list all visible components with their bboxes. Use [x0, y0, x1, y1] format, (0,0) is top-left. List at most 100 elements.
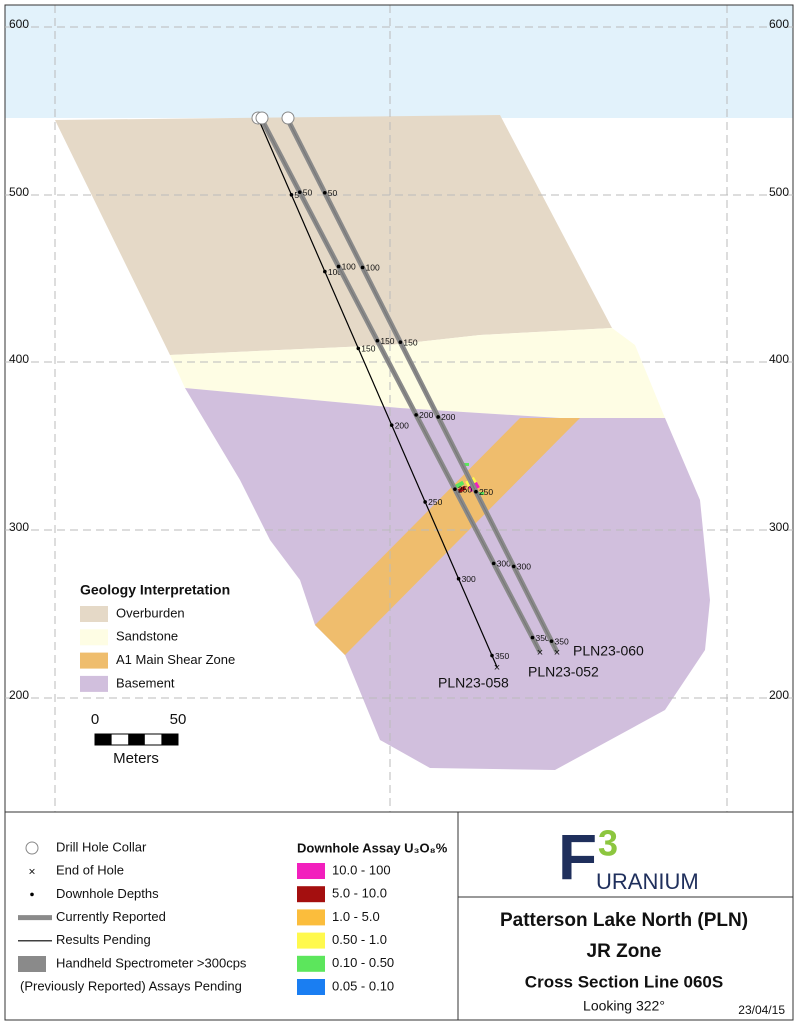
- depth-point: [491, 561, 496, 566]
- end-of-hole: ×: [554, 647, 560, 659]
- legend-label: Sandstone: [116, 629, 178, 644]
- logo-word: URANIUM: [596, 869, 699, 894]
- depth-point: [356, 346, 361, 351]
- legend-symbol: ×: [28, 864, 35, 878]
- legend-label: Results Pending: [56, 932, 151, 947]
- legend-swatch: [80, 675, 108, 692]
- elevation-label: 300: [769, 520, 789, 534]
- depth-point: [398, 340, 403, 345]
- legend-label: Basement: [116, 675, 175, 690]
- legend-label: End of Hole: [56, 863, 124, 878]
- legend-label: Currently Reported: [56, 909, 166, 924]
- elevation-label: 200: [9, 688, 29, 702]
- legend-symbol: [25, 841, 39, 855]
- assay-label: 0.05 - 0.10: [332, 978, 394, 993]
- depth-point: [289, 192, 294, 197]
- assay-label: 0.50 - 1.0: [332, 932, 387, 947]
- depth-label: 300: [517, 562, 531, 572]
- assay-label: 10.0 - 100: [332, 862, 391, 877]
- logo: F 3 URANIUM: [558, 821, 699, 894]
- hole-name: PLN23-060: [573, 643, 644, 659]
- legend-title: Geology Interpretation: [80, 582, 230, 598]
- logo-letter: F: [558, 821, 597, 893]
- assay-interval: [461, 463, 469, 466]
- depth-point: [511, 564, 516, 569]
- legend-label: (Previously Reported) Assays Pending: [20, 979, 242, 994]
- depth-point: [456, 576, 461, 581]
- depth-label: 50: [328, 188, 338, 198]
- depth-point: [297, 190, 302, 195]
- scale-segment: [128, 734, 145, 745]
- scale-segment: [95, 734, 112, 745]
- sky: [5, 5, 793, 118]
- depth-point: [490, 653, 494, 658]
- depth-point: [389, 423, 394, 427]
- scale-bar: 0 50 Meters: [91, 711, 187, 767]
- assay-label: 1.0 - 5.0: [332, 909, 380, 924]
- scale-label: 0: [91, 711, 99, 728]
- depth-point: [474, 489, 478, 494]
- assay-label: 0.10 - 0.50: [332, 955, 394, 970]
- hole-name: PLN23-058: [438, 675, 509, 691]
- assay-swatch: [297, 909, 325, 926]
- legend-symbol: [30, 892, 34, 897]
- scale-label: 50: [170, 711, 187, 728]
- collar: [281, 111, 295, 125]
- depth-point: [375, 338, 380, 343]
- depth-point: [360, 265, 365, 270]
- scale-unit: Meters: [113, 750, 159, 767]
- elevation-label: 500: [769, 185, 789, 199]
- assay-legend-title: Downhole Assay U₃O₈%: [297, 840, 448, 855]
- elevation-label: 300: [9, 520, 29, 534]
- depth-label: 200: [419, 410, 433, 420]
- depth-label: 200: [441, 412, 455, 422]
- depth-point: [414, 413, 418, 417]
- assay-interval: [476, 492, 484, 495]
- legend-label: Downhole Depths: [56, 886, 159, 901]
- depth-label: 150: [380, 336, 394, 346]
- legend-frame: [4, 811, 794, 1021]
- depth-label: 200: [395, 420, 409, 430]
- drill-trace-edge: [286, 117, 558, 653]
- elevation-label: 200: [769, 688, 789, 702]
- shear-zone: [315, 418, 580, 655]
- legend-label: Handheld Spectrometer >300cps: [56, 955, 247, 970]
- project-title: Patterson Lake North (PLN): [500, 910, 748, 931]
- assay-swatch: [297, 863, 325, 879]
- depth-label: 250: [428, 497, 442, 507]
- depth-point: [322, 190, 327, 195]
- depth-point: [436, 415, 440, 419]
- assay-swatch: [297, 932, 325, 949]
- basement: [185, 388, 710, 770]
- depth-label: 300: [462, 574, 476, 584]
- depth-label: 250: [479, 487, 493, 497]
- legend-label: A1 Main Shear Zone: [116, 652, 235, 667]
- depth-label: 350: [555, 636, 569, 646]
- logo-number: 3: [598, 823, 618, 864]
- elevation-label: 600: [769, 17, 789, 31]
- depth-label: 250: [458, 484, 472, 494]
- scale-segment: [161, 734, 178, 745]
- assay-label: 5.0 - 10.0: [332, 886, 387, 901]
- depth-label: 350: [495, 651, 509, 661]
- depth-point: [323, 269, 327, 274]
- depth-label: 50: [303, 187, 313, 197]
- date: 23/04/15: [738, 1003, 785, 1017]
- assay-swatch: [297, 886, 325, 903]
- depth-label: 150: [403, 337, 417, 347]
- end-of-hole: ×: [494, 662, 500, 674]
- depth-label: 100: [328, 267, 342, 277]
- legend-swatch: [80, 652, 108, 669]
- depth-label: 100: [366, 263, 380, 273]
- legend-swatch: [80, 606, 108, 622]
- elevation-label: 600: [9, 17, 29, 31]
- legend-swatch: [80, 629, 108, 646]
- section-title: Cross Section Line 060S: [525, 972, 723, 991]
- overburden: [55, 115, 612, 355]
- hole-name: PLN23-052: [528, 664, 599, 680]
- zone-title: JR Zone: [587, 941, 662, 962]
- assay-swatch: [297, 955, 325, 972]
- assay-swatch: [297, 979, 325, 995]
- depth-label: 150: [361, 344, 375, 354]
